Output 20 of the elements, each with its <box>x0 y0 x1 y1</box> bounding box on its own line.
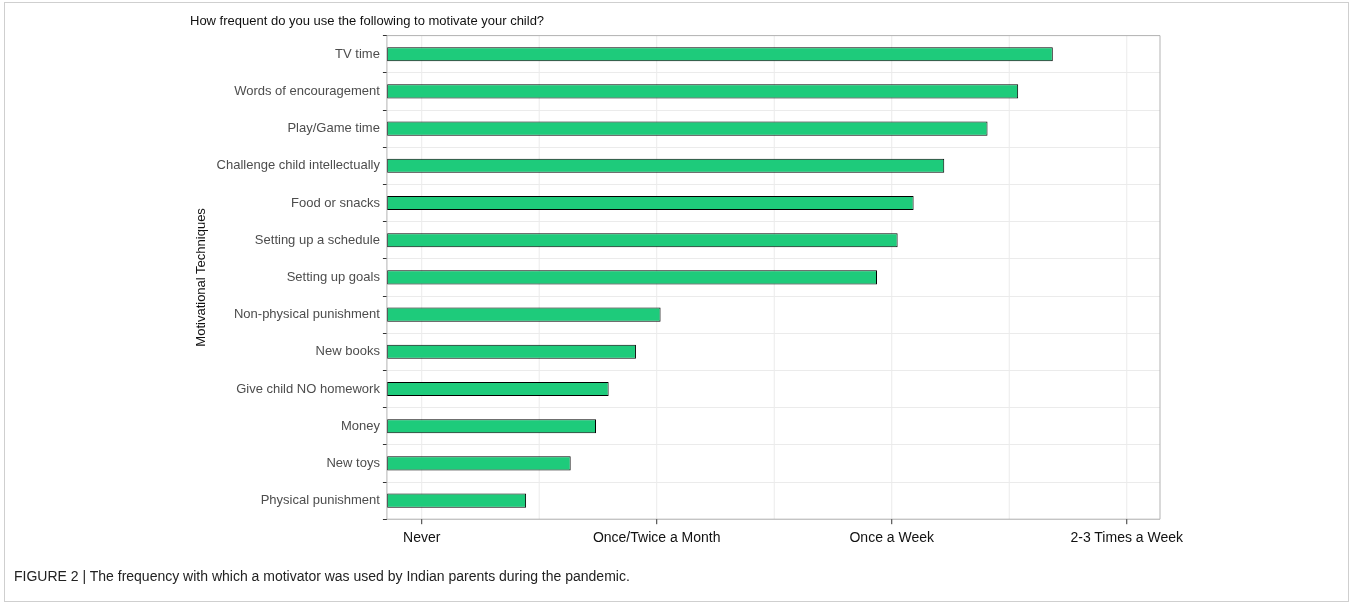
y-axis-title: Motivational Techniques <box>193 207 209 347</box>
y-tick-label: TV time <box>335 45 380 61</box>
y-tick-label: Give child NO homework <box>236 380 381 396</box>
y-tick-label: Setting up goals <box>286 268 381 284</box>
text: Once/Twice a Month <box>592 529 721 546</box>
text: Once a Week <box>849 529 935 546</box>
y-tick-label: New toys <box>326 454 381 470</box>
text: 2-3 Times a Week <box>1070 529 1184 546</box>
y-tick-label: Food or snacks <box>291 194 381 210</box>
y-tick-label: Setting up a schedule <box>254 231 380 247</box>
y-tick-label: Money <box>340 417 381 433</box>
text: Never <box>403 529 441 546</box>
chart-title: How frequent do you use the following to motivate your child? <box>190 13 545 29</box>
y-tick-label: Challenge child intellectually <box>216 157 381 173</box>
y-tick-label: Non-physical punishment <box>233 306 381 322</box>
caption: FIGURE 2 | The frequency with which a motivator was used by Indian parents during the pandemic. <box>14 568 630 584</box>
y-tick-label: Words of encouragement <box>234 82 381 98</box>
y-tick-label: Physical punishment <box>260 492 381 508</box>
y-tick-label: New books <box>315 343 381 359</box>
y-tick-label: Play/Game time <box>287 120 380 136</box>
